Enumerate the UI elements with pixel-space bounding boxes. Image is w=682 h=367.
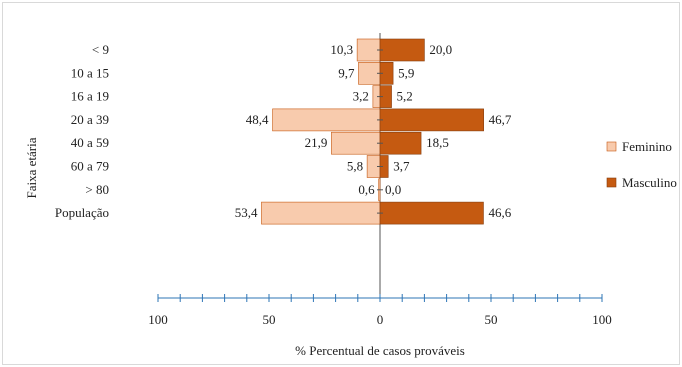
category-label: População: [55, 205, 109, 220]
legend-swatch-feminino: [606, 141, 617, 152]
category-label: 40 a 59: [71, 135, 109, 150]
legend-swatch-masculino: [606, 177, 617, 188]
bar-feminino: [331, 131, 381, 155]
data-label-feminino: 10,3: [330, 42, 353, 57]
category-label: 60 a 79: [71, 159, 109, 174]
bar-feminino: [358, 61, 381, 85]
bar-masculino: [379, 38, 425, 62]
data-label-feminino: 21,9: [305, 135, 328, 150]
bar-masculino: [379, 131, 422, 155]
bar-feminino: [356, 38, 381, 62]
legend-label-feminino: Feminino: [622, 139, 672, 154]
x-tick-label: 0: [377, 312, 384, 327]
category-label: 10 a 15: [71, 65, 109, 80]
x-tick-label: 50: [263, 312, 276, 327]
x-axis-title: % Percentual de casos prováveis: [295, 343, 465, 358]
data-label-feminino: 48,4: [246, 112, 269, 127]
category-label: > 80: [85, 182, 109, 197]
x-tick-label: 100: [592, 312, 612, 327]
bar-feminino: [261, 201, 381, 225]
x-tick-label: 100: [148, 312, 168, 327]
bar-feminino: [272, 108, 381, 132]
category-label: < 9: [92, 42, 109, 57]
data-label-feminino: 5,8: [347, 159, 363, 174]
data-label-masculino: 5,9: [398, 65, 414, 80]
bar-masculino: [379, 108, 484, 132]
legend-label-masculino: Masculino: [622, 175, 677, 190]
data-label-masculino: 3,7: [393, 159, 410, 174]
data-label-masculino: 18,5: [426, 135, 449, 150]
population-pyramid-chart: < 9 10,3 20,0 10 a 15 9,7 5,9 16 a 19 3,2 5,2 20 …: [24, 33, 677, 358]
bar-masculino: [379, 201, 484, 225]
category-label: 20 a 39: [71, 112, 109, 127]
data-label-masculino: 5,2: [397, 89, 413, 104]
data-label-masculino: 46,7: [489, 112, 512, 127]
y-axis-title: Faixa etária: [24, 137, 39, 198]
data-label-feminino: 53,4: [235, 205, 258, 220]
data-label-masculino: 20,0: [429, 42, 452, 57]
data-label-feminino: 0,6: [358, 182, 375, 197]
data-label-masculino: 0,0: [385, 182, 401, 197]
data-label-feminino: 3,2: [353, 89, 369, 104]
category-label: 16 a 19: [71, 89, 109, 104]
data-label-feminino: 9,7: [338, 65, 355, 80]
x-tick-label: 50: [485, 312, 498, 327]
data-label-masculino: 46,6: [488, 205, 511, 220]
